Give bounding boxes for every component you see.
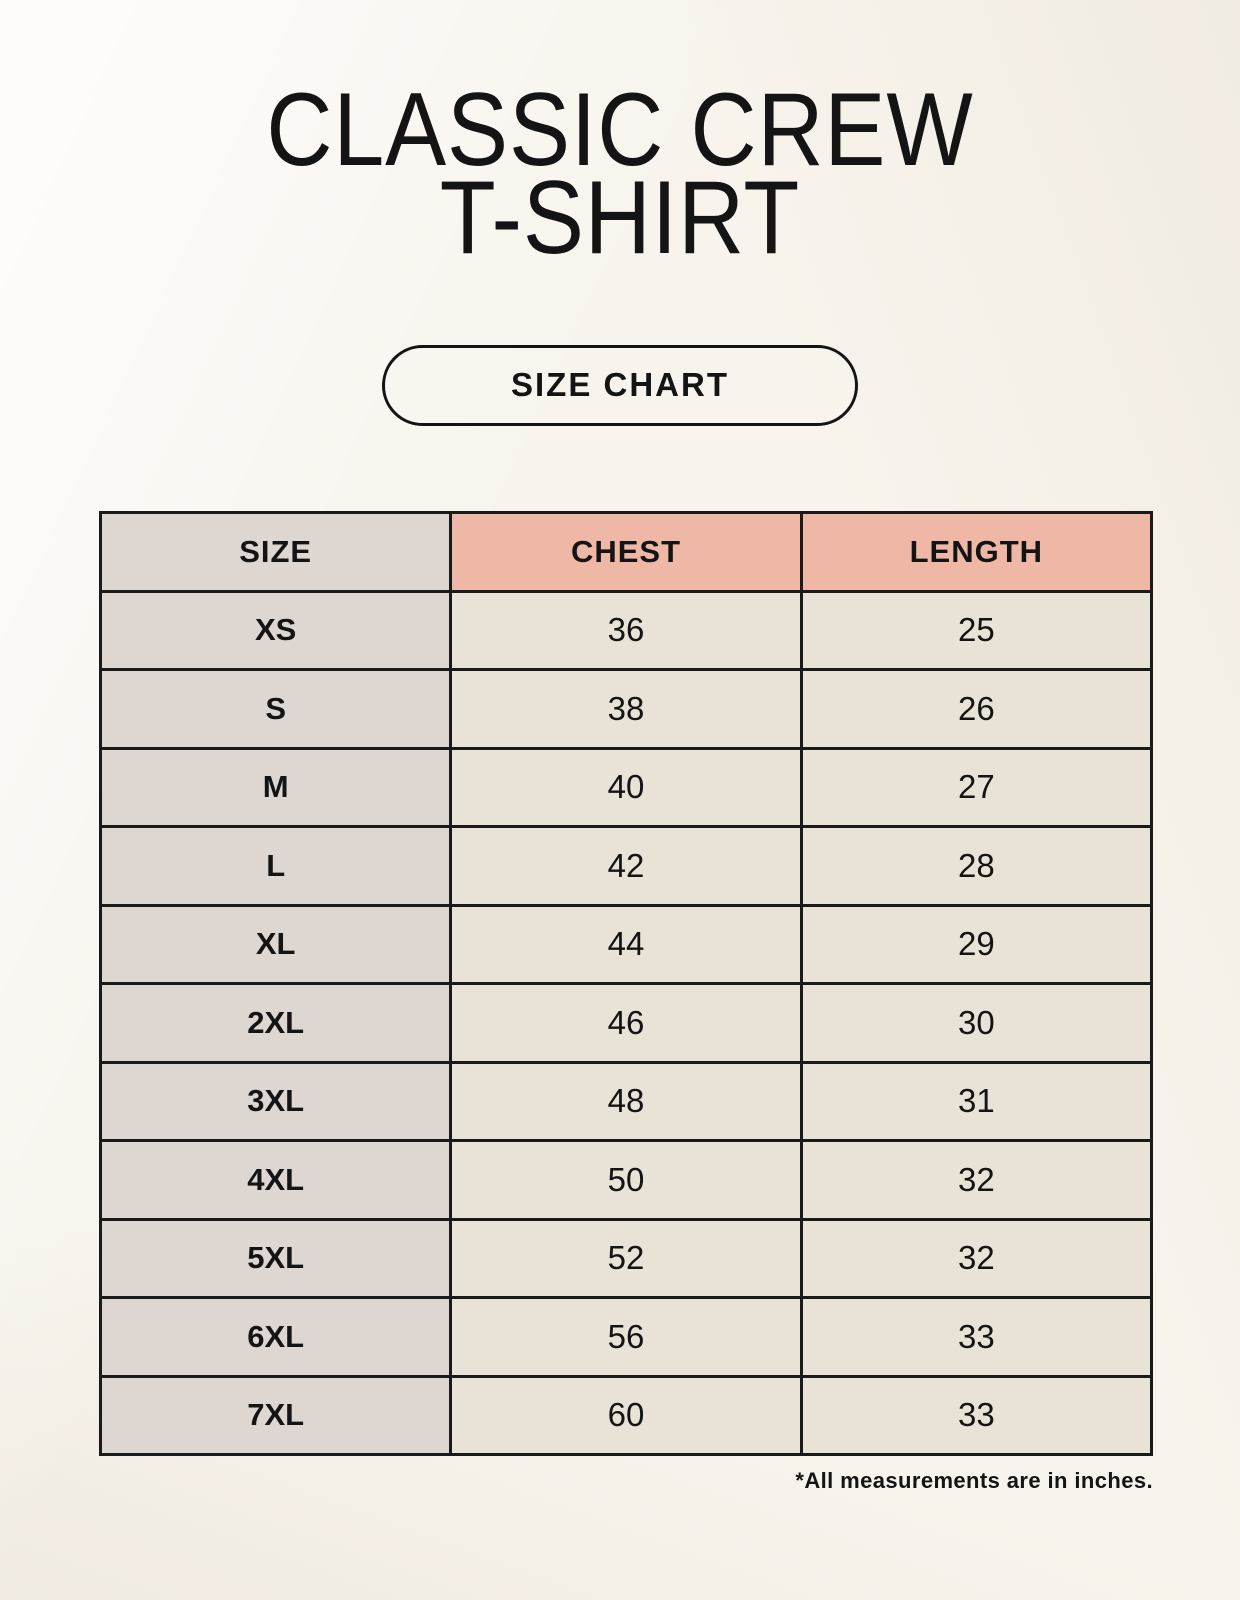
size-cell: 6XL [98,1296,453,1378]
size-cell: 7XL [98,1374,453,1456]
length-cell: 29 [799,903,1154,985]
table-row: XL 44 29 [98,903,1154,985]
size-cell: M [98,746,453,828]
table-row: 5XL 52 32 [98,1217,1154,1299]
chest-cell: 46 [449,982,803,1064]
size-cell: 2XL [98,982,453,1064]
table-row: 6XL 56 33 [98,1296,1154,1378]
chest-cell: 50 [449,1139,803,1221]
chest-cell: 38 [449,668,803,750]
chest-cell: 48 [449,1060,803,1142]
length-cell: 25 [799,589,1154,671]
size-table: SIZE CHEST LENGTH XS 36 25 S 38 26 M 40 27 L 42 28 X… [98,511,1154,1456]
length-cell: 31 [799,1060,1154,1142]
size-chart-badge[interactable]: SIZE CHART [382,344,858,426]
length-cell: 32 [799,1139,1154,1221]
size-table-header: SIZE CHEST LENGTH [98,511,1154,593]
length-cell: 33 [799,1296,1154,1378]
page-title-line2: T-SHIRT [439,160,801,277]
table-row: 4XL 50 32 [98,1139,1154,1221]
chest-cell: 56 [449,1296,803,1378]
size-cell: XS [98,589,453,671]
length-cell: 32 [799,1217,1154,1299]
column-header-length: LENGTH [799,511,1154,593]
chest-cell: 40 [449,746,803,828]
size-chart-badge-label: SIZE CHART [511,366,729,404]
table-row: 2XL 46 30 [98,982,1154,1064]
header-row: SIZE CHEST LENGTH [98,511,1154,593]
length-cell: 26 [799,668,1154,750]
column-header-chest: CHEST [449,511,803,593]
chest-cell: 42 [449,825,803,907]
page-title: CLASSIC CREW T-SHIRT [74,72,1165,277]
table-row: M 40 27 [98,746,1154,828]
size-cell: 3XL [98,1060,453,1142]
size-cell: L [98,825,453,907]
size-cell: 4XL [98,1139,453,1221]
column-header-size: SIZE [98,511,453,593]
measurements-footnote: *All measurements are in inches. [795,1468,1153,1493]
table-row: 7XL 60 33 [98,1374,1154,1456]
length-cell: 28 [799,825,1154,907]
table-row: S 38 26 [98,668,1154,750]
chest-cell: 60 [449,1374,803,1456]
table-row: L 42 28 [98,825,1154,907]
table-row: XS 36 25 [98,589,1154,671]
length-cell: 33 [799,1374,1154,1456]
size-table-body: XS 36 25 S 38 26 M 40 27 L 42 28 XL 44 29 2XL 46 30 3XL 48 3… [98,589,1154,1456]
chest-cell: 36 [449,589,803,671]
chest-cell: 44 [449,903,803,985]
size-cell: 5XL [98,1217,453,1299]
chest-cell: 52 [449,1217,803,1299]
page-title-line1: CLASSIC CREW [266,72,974,188]
length-cell: 27 [799,746,1154,828]
size-cell: XL [98,903,453,985]
length-cell: 30 [799,982,1154,1064]
size-cell: S [98,668,453,750]
table-row: 3XL 48 31 [98,1060,1154,1142]
